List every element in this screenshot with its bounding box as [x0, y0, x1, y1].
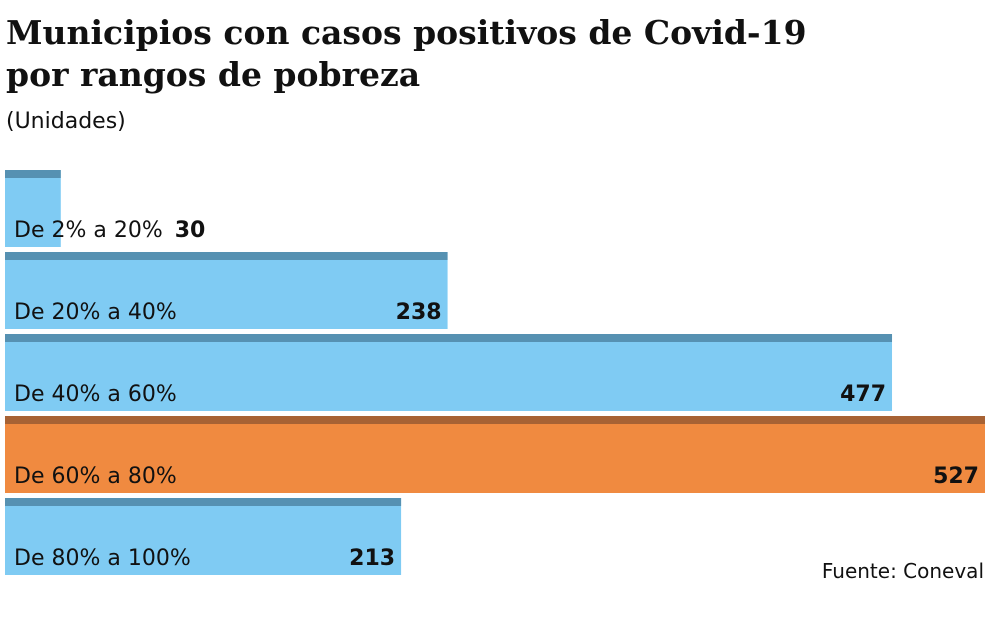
- value-label: 527: [933, 464, 979, 489]
- value-label: 213: [349, 546, 395, 571]
- bar: [5, 170, 61, 247]
- value-label: 477: [840, 382, 886, 407]
- value-label: 238: [396, 300, 442, 325]
- bar-top-strip: [5, 416, 985, 424]
- category-label: De 40% a 60%: [14, 382, 177, 407]
- category-label: De 2% a 20%: [14, 218, 163, 243]
- chart-subtitle: (Unidades): [6, 109, 126, 134]
- value-label: 30: [175, 218, 206, 243]
- bar: [5, 252, 448, 329]
- bar: [5, 334, 893, 411]
- category-label: De 20% a 40%: [14, 300, 177, 325]
- category-label: De 80% a 100%: [14, 546, 191, 571]
- bar-top-strip: [5, 334, 893, 342]
- category-label: De 60% a 80%: [14, 464, 177, 489]
- bar-top-strip: [5, 498, 402, 506]
- bar: [5, 498, 402, 575]
- bar-top-strip: [5, 170, 61, 178]
- source-note: Fuente: Coneval: [822, 559, 984, 583]
- bar: [5, 416, 985, 493]
- bar-top-strip: [5, 252, 448, 260]
- chart-title: Municipios con casos positivos de Covid-…: [6, 13, 807, 94]
